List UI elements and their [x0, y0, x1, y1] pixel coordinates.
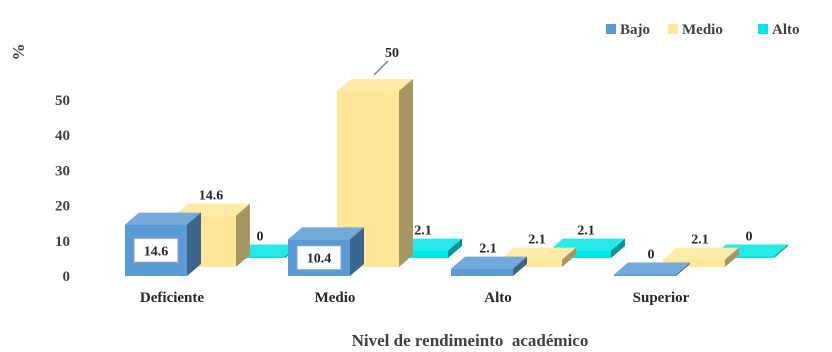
data-label: 10.4: [307, 252, 332, 267]
data-label: 2.1: [414, 224, 432, 239]
bar: 2.1: [663, 233, 739, 267]
bar: 14.6: [125, 212, 201, 276]
legend-swatch: [606, 24, 616, 34]
bars: 0 2.1 2.1 0 14.6 50 2.1 2.1 14.6 10.4 2.1 0: [125, 46, 788, 276]
legend: Bajo Medio Alto: [606, 22, 800, 38]
legend-label: Medio: [682, 22, 723, 38]
data-label: 0: [746, 230, 753, 245]
y-tick-label: 10: [55, 234, 70, 250]
bar: 2.1: [451, 242, 527, 276]
y-axis-ticks: 0 10 20 30 40 50: [55, 93, 70, 285]
legend-swatch: [668, 24, 678, 34]
bar: 10.4: [288, 227, 364, 276]
bar: 0: [614, 248, 690, 276]
legend-label: Bajo: [620, 22, 650, 38]
y-tick-label: 50: [55, 93, 70, 109]
y-axis-title: %: [9, 44, 28, 61]
data-label: 2.1: [691, 233, 709, 248]
y-tick-label: 0: [63, 269, 71, 285]
data-label: 0: [648, 248, 655, 263]
data-label: 2.1: [577, 224, 595, 239]
data-label: 50: [385, 46, 399, 61]
y-tick-label: 30: [55, 163, 70, 179]
category-label: Deficiente: [140, 290, 204, 306]
legend-label: Alto: [772, 22, 800, 38]
x-axis-categories: Deficiente Medio Alto Superior: [140, 290, 690, 306]
category-label: Medio: [315, 290, 356, 306]
x-axis-title: Nivel de rendimeinto académico: [352, 331, 589, 350]
bar: 2.1: [500, 233, 576, 267]
data-label: 2.1: [528, 233, 546, 248]
data-label: 0: [257, 230, 264, 245]
data-label: 14.6: [199, 189, 224, 204]
category-label: Alto: [484, 290, 512, 306]
data-label: 14.6: [144, 244, 169, 259]
y-tick-label: 40: [55, 128, 70, 144]
category-label: Superior: [633, 290, 690, 306]
y-tick-label: 20: [55, 199, 70, 215]
data-label: 2.1: [479, 242, 497, 257]
legend-swatch: [758, 24, 768, 34]
